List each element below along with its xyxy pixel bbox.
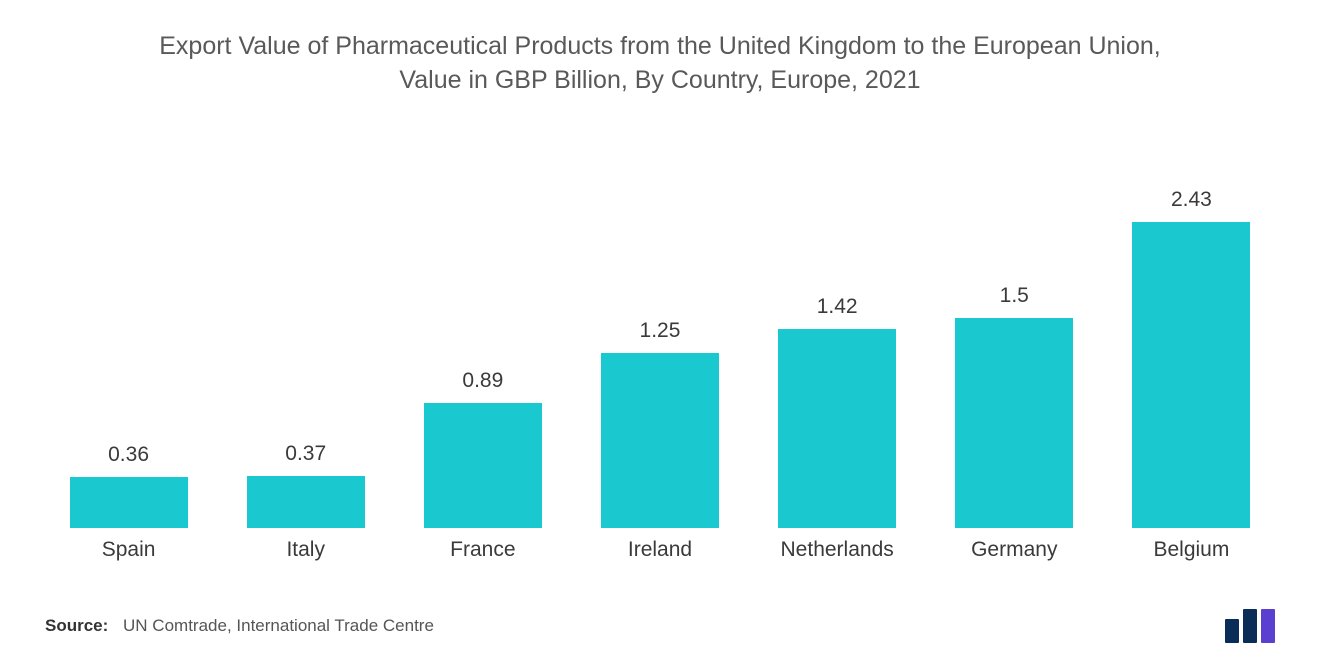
bar-slot: 1.5 [926, 188, 1103, 528]
chart-title-line2: Value in GBP Billion, By Country, Europe… [399, 66, 920, 94]
bar [247, 476, 365, 528]
chart-footer: Source: UN Comtrade, International Trade… [45, 609, 1275, 643]
xaxis-row: SpainItalyFranceIrelandNetherlandsGerman… [40, 538, 1280, 568]
bar [955, 318, 1073, 528]
bar-slot: 1.25 [571, 188, 748, 528]
bar [778, 329, 896, 528]
plot-area: 0.36 0.37 0.89 1.25 1.42 1.5 2.43 SpainItalyFr… [40, 148, 1280, 568]
source-text: UN Comtrade, International Trade Centre [123, 616, 434, 635]
x-axis-label: Netherlands [749, 538, 926, 568]
x-axis-label: Ireland [571, 538, 748, 568]
bar [424, 403, 542, 528]
chart-container: Export Value of Pharmaceutical Products … [0, 0, 1320, 665]
bar [70, 477, 188, 527]
bar-value-label: 0.36 [108, 443, 149, 467]
x-axis-label: Spain [40, 538, 217, 568]
x-axis-label: Germany [926, 538, 1103, 568]
bar-value-label: 1.25 [640, 319, 681, 343]
bar [601, 353, 719, 528]
bar-value-label: 0.37 [285, 442, 326, 466]
logo-bar-icon [1243, 609, 1257, 643]
bar-slot: 0.37 [217, 188, 394, 528]
bars-row: 0.36 0.37 0.89 1.25 1.42 1.5 2.43 [40, 188, 1280, 528]
source-label: Source: [45, 616, 108, 635]
bar-value-label: 1.5 [1000, 284, 1029, 308]
chart-title: Export Value of Pharmaceutical Products … [100, 30, 1220, 98]
chart-title-line1: Export Value of Pharmaceutical Products … [159, 32, 1160, 60]
bar-slot: 1.42 [749, 188, 926, 528]
bar-value-label: 0.89 [462, 369, 503, 393]
brand-logo [1225, 609, 1275, 643]
logo-bar-icon [1261, 609, 1275, 643]
bar-value-label: 1.42 [817, 295, 858, 319]
x-axis-label: Belgium [1103, 538, 1280, 568]
logo-bar-icon [1225, 619, 1239, 643]
x-axis-label: Italy [217, 538, 394, 568]
bar [1132, 222, 1250, 528]
source-citation: Source: UN Comtrade, International Trade… [45, 616, 434, 636]
bar-slot: 2.43 [1103, 188, 1280, 528]
bar-slot: 0.36 [40, 188, 217, 528]
bar-value-label: 2.43 [1171, 188, 1212, 212]
bar-slot: 0.89 [394, 188, 571, 528]
x-axis-label: France [394, 538, 571, 568]
